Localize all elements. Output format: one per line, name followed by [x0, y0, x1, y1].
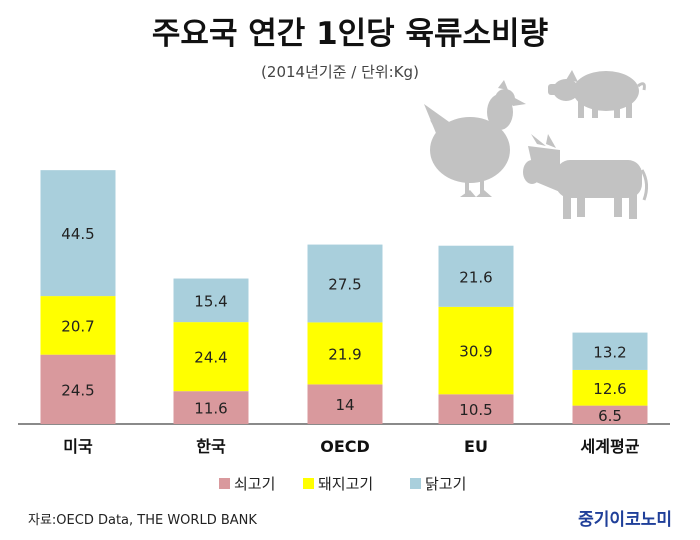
data-label: 24.5	[61, 381, 94, 399]
data-label: 15.4	[194, 292, 227, 310]
category-label: OECD	[320, 437, 370, 456]
legend: 쇠고기 돼지고기 닭고기	[219, 475, 466, 493]
beef-segment	[438, 394, 514, 424]
chicken-segment	[438, 245, 514, 307]
legend-item: 쇠고기	[219, 475, 275, 493]
pork-segment	[40, 296, 116, 355]
category-label: 세계평균	[581, 437, 640, 456]
legend-swatch-pork	[303, 478, 314, 489]
source-note: 자료:OECD Data, THE WORLD BANK	[28, 513, 257, 528]
data-label: 27.5	[328, 275, 361, 293]
chart-title: 주요국 연간 1인당 육류소비량	[152, 16, 548, 52]
legend-item: 닭고기	[410, 475, 466, 493]
brand-logo: 중기이코노미	[578, 510, 672, 530]
data-label: 30.9	[459, 343, 492, 361]
category-label: 미국	[63, 437, 93, 456]
beef-segment	[173, 391, 249, 424]
data-label: 20.7	[61, 317, 94, 335]
data-label: 21.9	[328, 345, 361, 363]
category-label: 한국	[196, 437, 226, 456]
beef-segment	[572, 405, 648, 424]
legend-swatch-beef	[219, 478, 230, 489]
data-label: 44.5	[61, 225, 94, 243]
data-label: 21.6	[459, 268, 492, 286]
data-label: 13.2	[593, 343, 626, 361]
chicken-segment	[40, 170, 116, 297]
data-label: 24.4	[194, 349, 227, 367]
legend-label: 쇠고기	[234, 475, 275, 493]
bars-group: 24.5 20.7 44.5 미국 11.6 24.4 15.4 한국 14 21.9 27.5 OE…	[40, 170, 648, 456]
pig-icon	[548, 70, 646, 118]
legend-swatch-chicken	[410, 478, 421, 489]
beef-segment	[40, 354, 116, 424]
data-label: 12.6	[593, 380, 626, 398]
chicken-segment	[307, 244, 383, 323]
chicken-icon	[424, 80, 526, 197]
legend-item: 돼지고기	[303, 475, 373, 493]
cow-icon	[523, 134, 649, 219]
pork-segment	[438, 306, 514, 395]
data-label: 11.6	[194, 400, 227, 418]
data-label: 14	[335, 396, 354, 414]
data-label: 10.5	[459, 401, 492, 419]
pork-segment	[307, 322, 383, 385]
legend-label: 돼지고기	[318, 475, 373, 493]
pork-segment	[173, 322, 249, 392]
chart-subtitle: (2014년기준 / 단위:Kg)	[261, 63, 419, 81]
data-label: 6.5	[598, 407, 622, 425]
beef-segment	[307, 384, 383, 424]
chicken-segment	[572, 332, 648, 370]
chicken-segment	[173, 278, 249, 323]
category-label: EU	[464, 437, 488, 456]
pork-segment	[572, 369, 648, 406]
legend-label: 닭고기	[425, 475, 466, 493]
